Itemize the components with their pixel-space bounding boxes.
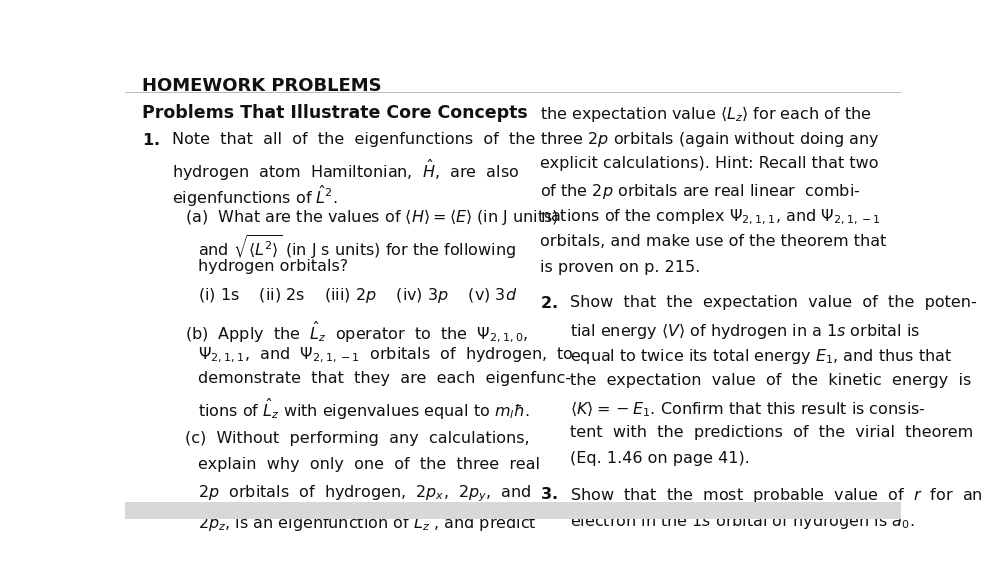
Text: Note  that  all  of  the  eigenfunctions  of  the: Note that all of the eigenfunctions of t…	[172, 132, 536, 147]
Text: orbitals, and make use of the theorem that: orbitals, and make use of the theorem th…	[541, 234, 887, 249]
Text: (c)  Without  performing  any  calculations,: (c) Without performing any calculations,	[185, 431, 530, 447]
Text: Show  that  the  expectation  value  of  the  poten-: Show that the expectation value of the p…	[570, 295, 976, 310]
Text: of the 2$p$ orbitals are real linear  combi-: of the 2$p$ orbitals are real linear com…	[541, 182, 861, 201]
Text: demonstrate  that  they  are  each  eigenfunc-: demonstrate that they are each eigenfunc…	[198, 371, 571, 387]
Text: nations of the complex $\Psi_{2,1,1}$, and $\Psi_{2,1,-1}$: nations of the complex $\Psi_{2,1,1}$, a…	[541, 208, 881, 227]
Text: explicit calculations). Hint: Recall that two: explicit calculations). Hint: Recall tha…	[541, 156, 879, 171]
Text: (b)  Apply  the  $\hat{L}_z$  operator  to  the  $\Psi_{2,1,0}$,: (b) Apply the $\hat{L}_z$ operator to th…	[185, 319, 529, 345]
Text: equal to twice its total energy $E_1$, and thus that: equal to twice its total energy $E_1$, a…	[570, 347, 952, 366]
Text: the  expectation  value  of  the  kinetic  energy  is: the expectation value of the kinetic ene…	[570, 373, 971, 388]
Text: $\mathbf{2.}$: $\mathbf{2.}$	[541, 295, 558, 311]
Text: three 2$p$ orbitals (again without doing any: three 2$p$ orbitals (again without doing…	[541, 129, 880, 149]
Text: tent  with  the  predictions  of  the  virial  theorem: tent with the predictions of the virial …	[570, 425, 973, 440]
Text: tial energy $\langle V\rangle$ of hydrogen in a 1$s$ orbital is: tial energy $\langle V\rangle$ of hydrog…	[570, 321, 920, 341]
Text: and $\sqrt{\langle L^2\rangle}$ (in J s units) for the following: and $\sqrt{\langle L^2\rangle}$ (in J s …	[198, 233, 517, 261]
Text: is proven on p. 215.: is proven on p. 215.	[541, 260, 701, 275]
Text: tions of $\hat{L}_z$ with eigenvalues equal to $m_l\hbar$.: tions of $\hat{L}_z$ with eigenvalues eq…	[198, 398, 530, 423]
Text: $\mathbf{3.}$: $\mathbf{3.}$	[541, 486, 558, 503]
Text: Show  that  the  most  probable  value  of  $r$  for  an: Show that the most probable value of $r$…	[570, 486, 982, 505]
Text: 2$p$  orbitals  of  hydrogen,  2$p_x$,  2$p_y$,  and: 2$p$ orbitals of hydrogen, 2$p_x$, 2$p_y…	[198, 483, 532, 504]
Text: (Eq. 1.46 on page 41).: (Eq. 1.46 on page 41).	[570, 451, 750, 466]
Text: (i) 1s    (ii) 2s    (iii) 2$p$    (iv) 3$p$    (v) 3$d$: (i) 1s (ii) 2s (iii) 2$p$ (iv) 3$p$ (v) …	[198, 286, 518, 304]
Text: Problems That Illustrate Core Concepts: Problems That Illustrate Core Concepts	[142, 104, 528, 122]
Text: $\Psi_{2,1,1}$,  and  $\Psi_{2,1,-1}$  orbitals  of  hydrogen,  to: $\Psi_{2,1,1}$, and $\Psi_{2,1,-1}$ orbi…	[198, 345, 574, 365]
Text: $\mathbf{1.}$: $\mathbf{1.}$	[142, 132, 160, 148]
Text: explain  why  only  one  of  the  three  real: explain why only one of the three real	[198, 458, 541, 472]
Text: the expectation value $\langle L_z\rangle$ for each of the: the expectation value $\langle L_z\rangl…	[541, 104, 872, 124]
Text: hydrogen  atom  Hamiltonian,  $\hat{H}$,  are  also: hydrogen atom Hamiltonian, $\hat{H}$, ar…	[172, 158, 520, 183]
Bar	[125, 502, 901, 519]
Text: $\langle K\rangle = -E_1$. Confirm that this result is consis-: $\langle K\rangle = -E_1$. Confirm that …	[570, 399, 926, 419]
Text: HOMEWORK PROBLEMS: HOMEWORK PROBLEMS	[142, 77, 381, 94]
Text: eigenfunctions of $\hat{L}^2$.: eigenfunctions of $\hat{L}^2$.	[172, 184, 337, 209]
Text: hydrogen orbitals?: hydrogen orbitals?	[198, 259, 348, 275]
Text: 2$p_z$, is an eigenfunction of $\hat{L}_z$ , and predict: 2$p_z$, is an eigenfunction of $\hat{L}_…	[198, 510, 537, 535]
Text: electron in the 1$s$ orbital of hydrogen is $a_0$.: electron in the 1$s$ orbital of hydrogen…	[570, 512, 914, 532]
Text: (a)  What are the values of $\langle H\rangle = \langle E\rangle$ (in J units): (a) What are the values of $\langle H\ra…	[185, 208, 559, 227]
